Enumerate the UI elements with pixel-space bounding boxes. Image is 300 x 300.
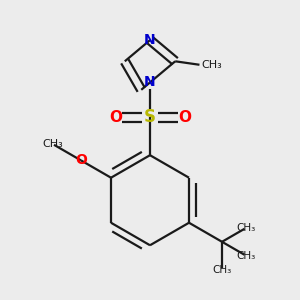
Text: CH₃: CH₃ <box>236 223 256 233</box>
Text: S: S <box>144 108 156 126</box>
Text: O: O <box>178 110 191 124</box>
Text: O: O <box>75 153 87 167</box>
Text: CH₃: CH₃ <box>42 139 63 149</box>
Text: N: N <box>144 76 156 89</box>
Text: O: O <box>109 110 122 124</box>
Text: CH₃: CH₃ <box>201 60 222 70</box>
Text: CH₃: CH₃ <box>236 251 256 261</box>
Text: CH₃: CH₃ <box>212 265 232 275</box>
Text: N: N <box>144 33 156 47</box>
